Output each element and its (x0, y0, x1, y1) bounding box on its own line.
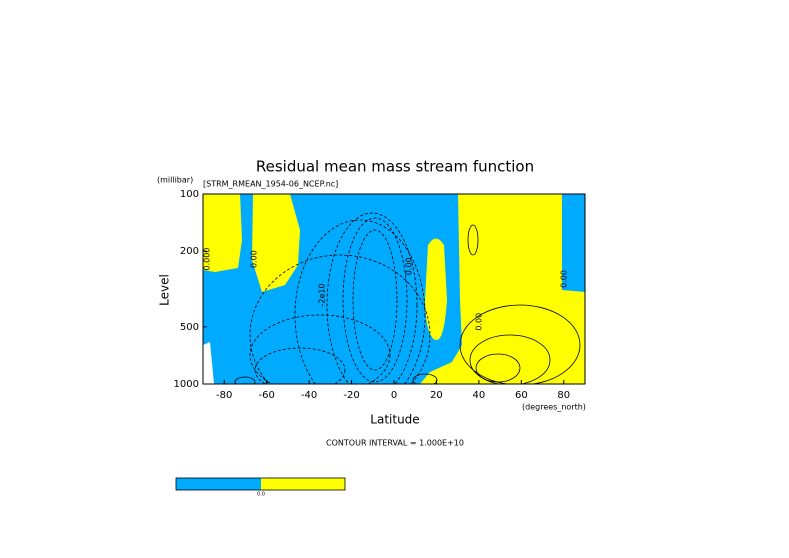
x-unit: (degrees_north) (522, 403, 586, 412)
colorbar: 0.0 (175, 477, 346, 498)
contour-label: -2e10 (317, 283, 326, 306)
x-tick-label: -60 (258, 390, 274, 401)
colorbar-negative (176, 478, 261, 490)
footnote: CONTOUR INTERVAL = 1.000E+10 (326, 439, 464, 448)
negative-contours (249, 212, 431, 384)
x-tick-label: 80 (557, 390, 570, 401)
missing-data (203, 342, 214, 384)
colorbar-positive (261, 478, 345, 490)
y-unit: (millibar) (157, 176, 193, 185)
y-tick-label: 100 (180, 189, 199, 200)
positive-fill (203, 194, 585, 384)
contour-label: 0.00 (404, 257, 413, 275)
y-tick-label: 200 (180, 246, 199, 257)
x-tick-label: -20 (343, 390, 359, 401)
x-tick-label: -80 (216, 390, 232, 401)
subtitle: [STRM_RMEAN_1954-06_NCEP.nc] (203, 180, 338, 189)
y-tick-label: 1000 (174, 379, 199, 390)
colorbar-frame (175, 477, 346, 491)
y-tick-label: 500 (180, 322, 199, 333)
y-axis-label: Level (158, 274, 172, 306)
x-tick-label: 20 (430, 390, 443, 401)
x-tick-label: 0 (391, 390, 397, 401)
contour-label: 0.000 (203, 248, 212, 271)
colorbar-label: 0.0 (257, 492, 265, 498)
positive-contours (234, 224, 581, 384)
contour-label: 0.00 (474, 313, 483, 331)
chart-title: Residual mean mass stream function (256, 158, 534, 176)
contour-field (203, 194, 585, 384)
x-axis-label: Latitude (370, 413, 419, 427)
contour-label: 0.00 (249, 250, 258, 268)
x-tick-label: 40 (473, 390, 486, 401)
x-tick-label: 60 (515, 390, 528, 401)
x-tick-label: -40 (301, 390, 317, 401)
contour-label: 0.00 (559, 270, 568, 288)
